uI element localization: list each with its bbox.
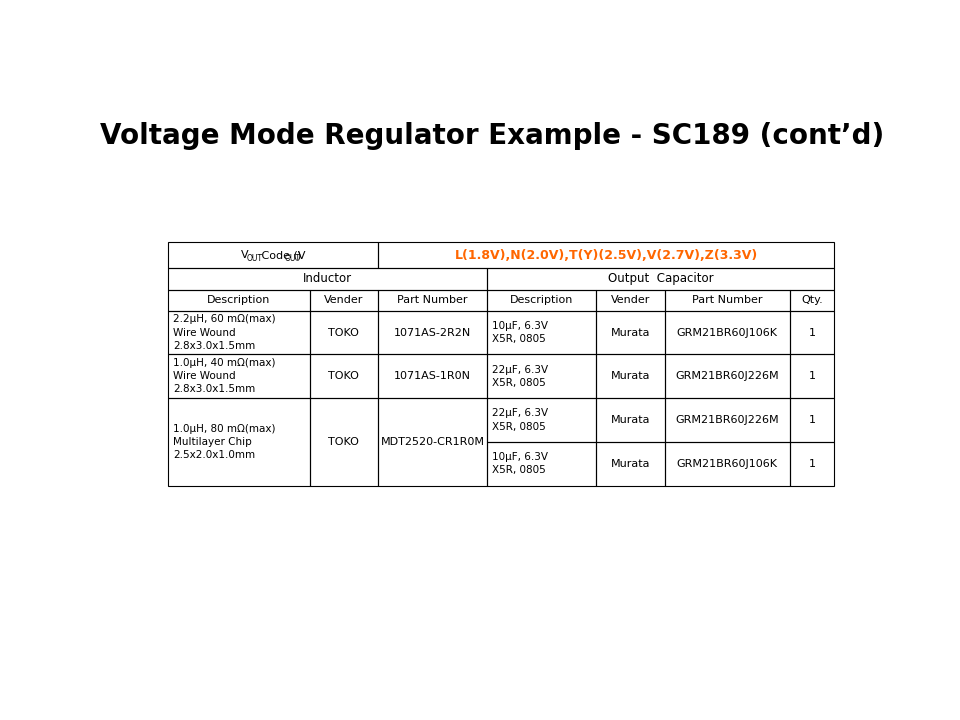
Text: 22μF, 6.3V
X5R, 0805: 22μF, 6.3V X5R, 0805 <box>492 365 548 388</box>
Text: GRM21BR60J226M: GRM21BR60J226M <box>676 372 780 382</box>
Text: L(1.8V),N(2.0V),T(Y)(2.5V),V(2.7V),Z(3.3V): L(1.8V),N(2.0V),T(Y)(2.5V),V(2.7V),Z(3.3… <box>455 248 757 261</box>
Bar <box>596 442 664 485</box>
Bar <box>664 442 790 485</box>
Bar <box>596 398 664 442</box>
Bar <box>790 354 834 398</box>
Bar <box>664 398 790 442</box>
Text: 22μF, 6.3V
X5R, 0805: 22μF, 6.3V X5R, 0805 <box>492 408 548 431</box>
Text: Part Number: Part Number <box>397 295 468 305</box>
Text: Murata: Murata <box>611 459 650 469</box>
Text: V: V <box>241 250 249 260</box>
Bar <box>168 311 310 354</box>
Text: ): ) <box>296 250 300 260</box>
Text: 1: 1 <box>808 415 816 425</box>
Text: Output  Capacitor: Output Capacitor <box>608 272 713 286</box>
Bar <box>310 311 378 354</box>
Text: 1.0μH, 80 mΩ(max)
Multilayer Chip
2.5x2.0x1.0mm: 1.0μH, 80 mΩ(max) Multilayer Chip 2.5x2.… <box>173 423 276 460</box>
Text: 1: 1 <box>808 459 816 469</box>
Text: MDT2520-CR1R0M: MDT2520-CR1R0M <box>381 437 485 447</box>
Bar <box>596 354 664 398</box>
Bar <box>310 398 378 485</box>
Bar <box>310 289 378 311</box>
Bar <box>168 269 487 289</box>
Bar <box>168 289 310 311</box>
Text: 1.0μH, 40 mΩ(max)
Wire Wound
2.8x3.0x1.5mm: 1.0μH, 40 mΩ(max) Wire Wound 2.8x3.0x1.5… <box>173 358 276 395</box>
Text: Qty.: Qty. <box>802 295 823 305</box>
Bar <box>378 354 487 398</box>
Bar <box>664 289 790 311</box>
Bar <box>168 398 310 485</box>
Text: Voltage Mode Regulator Example - SC189 (cont’d): Voltage Mode Regulator Example - SC189 (… <box>100 122 884 150</box>
Text: Inductor: Inductor <box>303 272 352 286</box>
Bar <box>310 354 378 398</box>
Bar <box>487 442 596 485</box>
Text: TOKO: TOKO <box>328 437 359 447</box>
Text: Vender: Vender <box>611 295 650 305</box>
Text: 1071AS-2R2N: 1071AS-2R2N <box>394 328 471 338</box>
Text: Part Number: Part Number <box>692 295 762 305</box>
Text: TOKO: TOKO <box>328 328 359 338</box>
Bar <box>378 311 487 354</box>
Text: Code (V: Code (V <box>257 250 305 260</box>
Text: OUT: OUT <box>247 254 262 264</box>
Text: TOKO: TOKO <box>328 372 359 382</box>
Text: Description: Description <box>207 295 271 305</box>
Text: Murata: Murata <box>611 415 650 425</box>
Text: Murata: Murata <box>611 328 650 338</box>
Text: 10μF, 6.3V
X5R, 0805: 10μF, 6.3V X5R, 0805 <box>492 452 547 475</box>
Bar <box>168 242 378 269</box>
Bar <box>168 354 310 398</box>
Bar <box>487 398 596 442</box>
Text: Description: Description <box>510 295 573 305</box>
Text: 2.2μH, 60 mΩ(max)
Wire Wound
2.8x3.0x1.5mm: 2.2μH, 60 mΩ(max) Wire Wound 2.8x3.0x1.5… <box>173 315 276 351</box>
Text: GRM21BR60J106K: GRM21BR60J106K <box>677 459 778 469</box>
Text: Murata: Murata <box>611 372 650 382</box>
Bar <box>378 398 487 485</box>
Bar <box>596 311 664 354</box>
Bar <box>664 311 790 354</box>
Bar <box>790 398 834 442</box>
Bar <box>596 289 664 311</box>
Bar <box>487 311 596 354</box>
Bar <box>790 311 834 354</box>
Text: OUT: OUT <box>284 254 300 264</box>
Bar <box>790 289 834 311</box>
Bar <box>487 354 596 398</box>
Bar <box>487 269 834 289</box>
Bar <box>487 289 596 311</box>
Text: Vender: Vender <box>324 295 364 305</box>
Bar <box>378 242 834 269</box>
Text: GRM21BR60J226M: GRM21BR60J226M <box>676 415 780 425</box>
Text: 1071AS-1R0N: 1071AS-1R0N <box>395 372 471 382</box>
Text: 1: 1 <box>808 372 816 382</box>
Text: 10μF, 6.3V
X5R, 0805: 10μF, 6.3V X5R, 0805 <box>492 321 547 344</box>
Text: 1: 1 <box>808 328 816 338</box>
Bar <box>790 442 834 485</box>
Bar <box>664 354 790 398</box>
Text: GRM21BR60J106K: GRM21BR60J106K <box>677 328 778 338</box>
Bar <box>378 289 487 311</box>
